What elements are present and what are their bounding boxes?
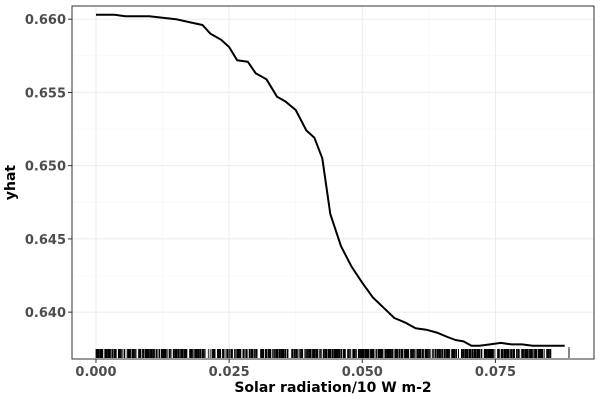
y-tick-label: 0.660 (25, 13, 66, 28)
x-tick-label: 0.075 (475, 365, 516, 380)
x-tick-label: 0.000 (75, 365, 116, 380)
rug-marks (95, 347, 570, 358)
y-tick-label: 0.640 (25, 306, 66, 321)
x-axis-ticks: 0.000 0.025 0.050 0.075 (75, 359, 516, 380)
yhat-line (96, 13, 565, 347)
major-gridlines (72, 6, 594, 359)
x-tick-label: 0.025 (209, 365, 250, 380)
minor-gridlines (72, 6, 594, 359)
y-tick-label: 0.655 (25, 86, 66, 101)
x-tick-label: 0.050 (342, 365, 383, 380)
y-tick-label: 0.645 (25, 233, 66, 248)
y-axis-title: yhat (3, 165, 19, 201)
panel-border (71, 5, 595, 360)
x-axis-title: Solar radiation/10 W m-2 (234, 380, 431, 396)
y-axis-ticks: 0.640 0.645 0.650 0.655 0.660 (25, 13, 72, 321)
y-tick-label: 0.650 (25, 160, 66, 175)
